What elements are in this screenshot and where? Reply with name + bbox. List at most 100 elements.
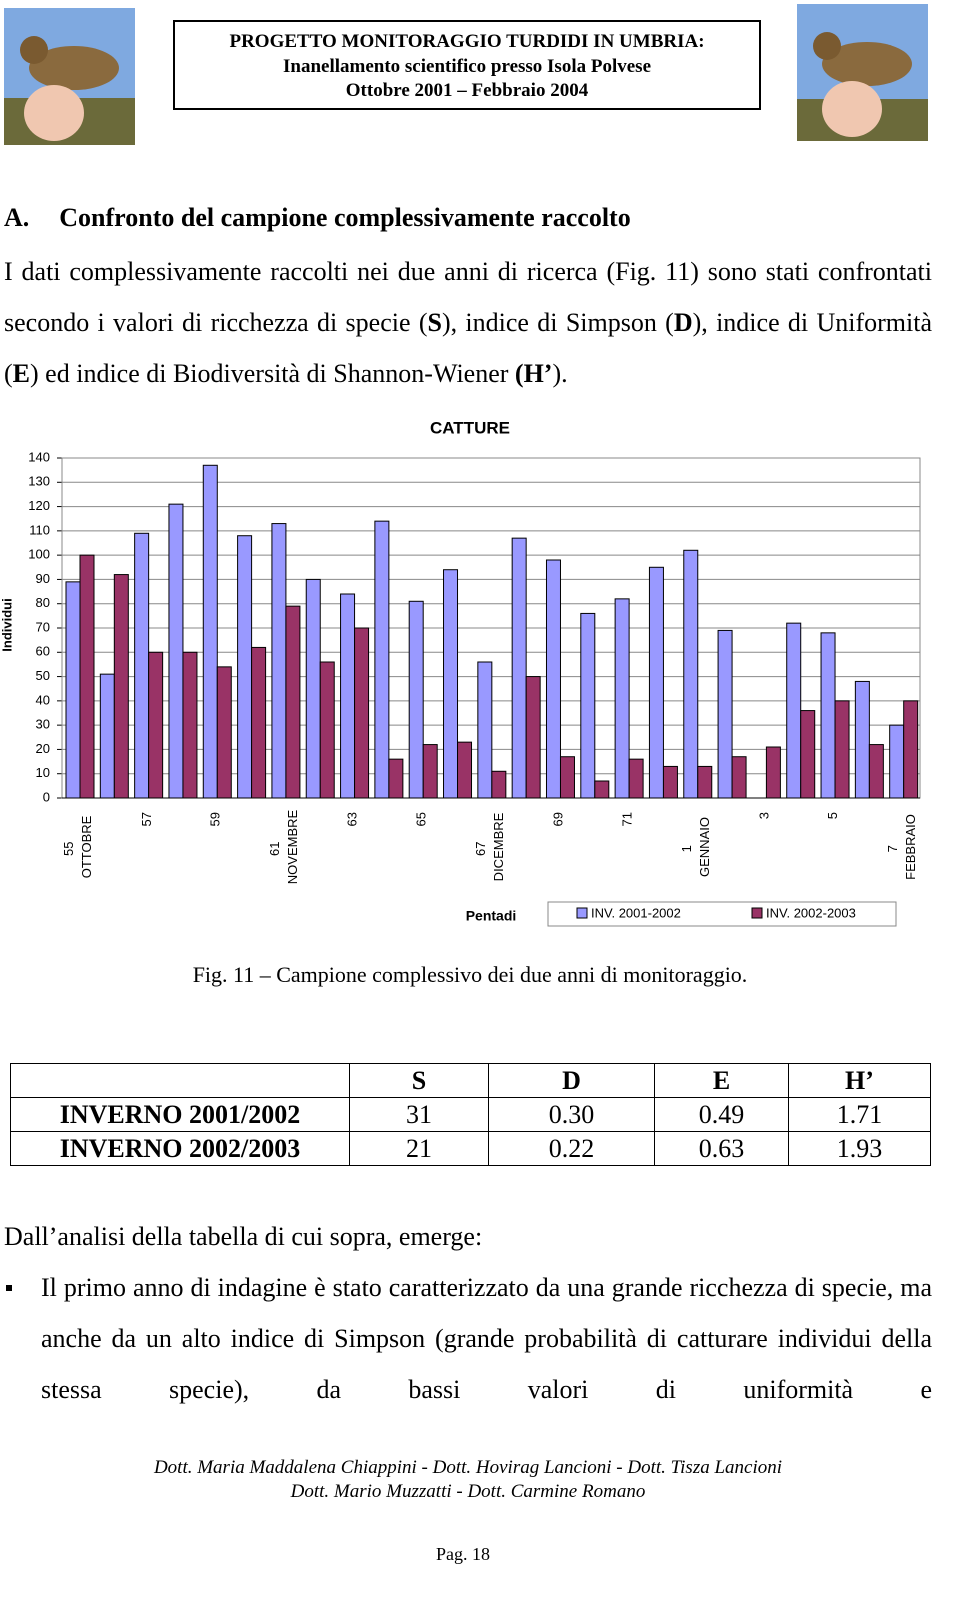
bar <box>868 744 884 799</box>
bar <box>457 741 473 799</box>
bar <box>354 627 370 799</box>
header-box: PROGETTO MONITORAGGIO TURDIDI IN UMBRIA:… <box>173 20 761 110</box>
table-cell: 0.22 <box>488 1131 655 1166</box>
intro: Dall’analisi della tabella di cui sopra,… <box>4 1222 483 1251</box>
table-cell <box>10 1063 350 1098</box>
bar <box>648 566 664 799</box>
bar <box>731 756 747 799</box>
table-cell: 0.30 <box>488 1097 655 1132</box>
text-run: ), indice di Uniformità ( <box>4 308 933 388</box>
bird-photo <box>4 8 135 145</box>
y-tick-label: 130 <box>28 474 50 489</box>
x-tick-label: 61 NOVEMBRE <box>268 809 301 884</box>
bar <box>340 593 356 799</box>
legend-swatch <box>576 907 588 919</box>
x-tick-label: 5 <box>826 812 841 819</box>
bar <box>491 770 507 799</box>
y-tick-label: 20 <box>36 741 50 756</box>
bar <box>477 661 493 799</box>
bar <box>148 651 164 799</box>
bar <box>765 746 781 799</box>
x-axis-label: Pentadi <box>466 908 517 924</box>
x-tick-label: 63 <box>345 812 360 826</box>
bold-run: D <box>673 308 693 337</box>
y-tick-label: 140 <box>28 449 50 464</box>
table-cell: E <box>654 1063 789 1098</box>
text-run: I dati complessivamente raccolti nei due… <box>4 257 932 337</box>
bar <box>662 765 678 799</box>
table-cell: 31 <box>349 1097 489 1132</box>
x-tick-label: 69 <box>551 812 566 826</box>
table-cell: D <box>488 1063 655 1098</box>
bar <box>834 700 850 799</box>
section-number: A. <box>4 203 30 232</box>
page-number: Pag. 18 <box>436 1544 490 1564</box>
table-cell: 21 <box>349 1131 489 1166</box>
section-title: Confronto del campione complessivamente … <box>59 203 631 232</box>
table-cell: 0.63 <box>654 1131 789 1166</box>
bar <box>511 537 527 799</box>
chart: CATTURE Individui Pentadi 0 10 20 30 40 50 60 70 80… <box>0 418 921 927</box>
x-tick-label: 1 GENNAIO <box>679 817 712 877</box>
y-tick-label: 70 <box>36 619 50 634</box>
header-line: Inanellamento scientifico presso Isola P… <box>282 55 651 77</box>
bold-run: (H’ <box>514 359 553 388</box>
bar <box>113 574 129 799</box>
x-tick-label: 57 <box>139 812 154 826</box>
table-cell: S <box>349 1063 489 1098</box>
bar <box>903 700 919 799</box>
x-tick-label: 55 OTTOBRE <box>62 815 95 878</box>
bar <box>594 780 610 799</box>
y-tick-label: 50 <box>36 668 50 683</box>
y-tick-label: 40 <box>36 692 50 707</box>
bar <box>889 724 905 799</box>
y-tick-label: 90 <box>36 571 50 586</box>
table-row: S D E H’ <box>10 1063 931 1098</box>
bar <box>285 605 301 799</box>
y-tick-label: 30 <box>36 717 50 732</box>
text-run: ). <box>552 359 568 388</box>
y-tick-label: 120 <box>28 498 50 513</box>
text-run: ), indice di Simpson ( <box>441 308 674 337</box>
table-cell: 1.93 <box>788 1131 931 1166</box>
caption: Fig. 11 – Campione complessivo dei due a… <box>192 962 748 987</box>
bar <box>237 535 253 799</box>
x-tick-label: 65 <box>414 812 429 826</box>
table-cell: INVERNO 2002/2003 <box>10 1131 350 1166</box>
bird-photo <box>797 4 928 141</box>
y-tick-label: 60 <box>36 644 50 659</box>
bar <box>79 554 95 799</box>
bar <box>786 622 802 799</box>
bullet-item: Il primo anno di indagine è stato caratt… <box>4 1262 932 1415</box>
text-run: ) ed indice di Biodiversità di Shannon-W… <box>30 359 515 388</box>
y-tick-label: 80 <box>36 595 50 610</box>
footer-line: Dott. Mario Muzzatti - Dott. Carmine Rom… <box>290 1481 646 1502</box>
paragraph: I dati complessivamente raccolti nei due… <box>4 246 932 399</box>
bar <box>559 756 575 799</box>
bar <box>168 503 184 799</box>
bar <box>202 464 218 799</box>
bar <box>545 559 561 799</box>
bar <box>408 600 424 799</box>
y-tick-label: 110 <box>29 522 50 537</box>
bar <box>65 581 81 799</box>
bar <box>854 680 870 799</box>
legend-swatch <box>751 907 763 919</box>
legend-box <box>547 901 897 927</box>
x-tick-label: 7 FEBBRAIO <box>885 814 918 880</box>
bar <box>443 569 459 799</box>
bar <box>134 532 150 799</box>
y-tick-label: 0 <box>43 789 50 804</box>
bold-run: E <box>12 359 31 388</box>
header-line: Ottobre 2001 – Febbraio 2004 <box>345 80 589 101</box>
x-tick-label: 67 DICEMBRE <box>473 812 506 881</box>
bar <box>388 758 404 799</box>
bar <box>580 612 596 799</box>
x-tick-label: 71 <box>620 812 635 826</box>
table-cell: H’ <box>788 1063 931 1098</box>
legend-label: INV. 2001-2002 <box>591 905 681 920</box>
bar <box>800 710 816 799</box>
bar <box>374 520 390 799</box>
bar <box>628 758 644 799</box>
